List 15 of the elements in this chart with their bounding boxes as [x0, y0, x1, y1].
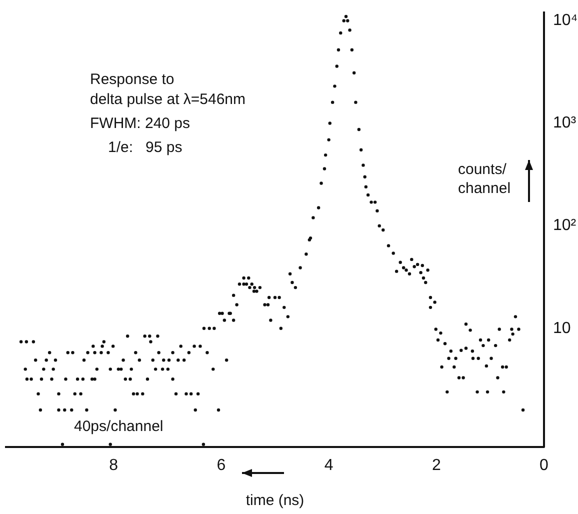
x-tick-label: 2	[432, 456, 441, 474]
x-tick-label: 4	[324, 456, 334, 474]
y-axis-title: counts/ channel	[458, 161, 511, 198]
annotation: 40ps/channel	[74, 418, 164, 435]
annotation: 1/e: 95 ps	[108, 139, 182, 156]
y-tick-label: 10	[553, 320, 571, 337]
y-tick-label: 10⁴	[553, 12, 578, 30]
x-axis-title: time (ns)	[246, 492, 304, 510]
y-tick-label: 10³	[553, 114, 577, 132]
annotation: Response to delta pulse at λ=546nm	[90, 71, 246, 108]
y-tick-label: 10²	[553, 217, 577, 234]
x-tick-label: 0	[540, 456, 549, 474]
x-tick-label: 8	[109, 456, 118, 474]
annotation: FWHM: 240 ps	[90, 115, 190, 132]
x-tick-label: 6	[216, 456, 226, 474]
